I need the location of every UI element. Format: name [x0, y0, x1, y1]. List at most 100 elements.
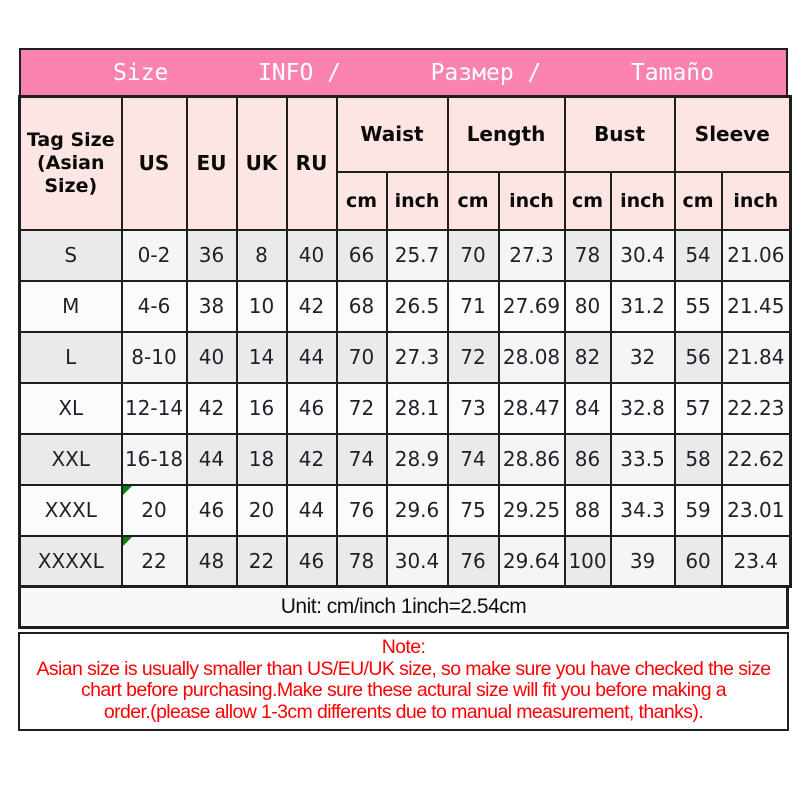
table-cell: 84 [563, 381, 612, 435]
row-size-label: S [18, 228, 123, 282]
table-cell: 8 [235, 228, 288, 282]
title-size: Size [113, 59, 169, 86]
table-cell: 100 [563, 534, 612, 588]
table-cell: 76 [335, 483, 388, 537]
table-cell: 21.45 [720, 279, 792, 333]
note-body: Asian size is usually smaller than US/EU… [36, 657, 771, 723]
table-cell: 70 [335, 330, 388, 384]
table-row: M 4-6 38 10 42 68 26.5 71 27.69 80 31.2 55 21.45 [18, 279, 792, 333]
table-cell: 70 [446, 228, 500, 282]
table-cell: 46 [285, 381, 338, 435]
column-header-waist: Waist [335, 95, 449, 173]
size-chart: Size INFO / Размер / Tamaño Tag Size (As… [18, 48, 793, 731]
table-cell: 46 [285, 534, 338, 588]
column-header-length-inch: inch [497, 170, 566, 231]
title-tamano: Tamaño [630, 59, 714, 86]
column-header-waist-inch: inch [385, 170, 449, 231]
table-cell: 26.5 [385, 279, 449, 333]
row-size-label: XL [18, 381, 123, 435]
table-cell: 18 [235, 432, 288, 486]
table-cell: 27.69 [497, 279, 566, 333]
table-cell: 36 [185, 228, 238, 282]
title-info: INFO / [257, 59, 342, 86]
table-cell: 29.25 [497, 483, 566, 537]
table-cell: 76 [446, 534, 500, 588]
table-cell: 22.23 [720, 381, 792, 435]
table-cell: 32 [609, 330, 676, 384]
table-cell: 55 [673, 279, 723, 333]
column-header-sleeve-inch: inch [720, 170, 792, 231]
table-cell: 28.9 [385, 432, 449, 486]
table-cell: 16 [235, 381, 288, 435]
table-cell: 73 [446, 381, 500, 435]
table-cell: 25.7 [385, 228, 449, 282]
row-size-label: XXXXL [18, 534, 123, 588]
table-cell: 27.3 [385, 330, 449, 384]
table-cell: 48 [185, 534, 238, 588]
table-cell: 58 [673, 432, 723, 486]
note-box: Note: Asian size is usually smaller than… [18, 632, 789, 731]
row-size-label: XXL [18, 432, 123, 486]
table-cell: 33.5 [609, 432, 676, 486]
table-cell: 40 [185, 330, 238, 384]
table-cell: 88 [563, 483, 612, 537]
title-razmer: Размер / [430, 59, 542, 86]
column-header-length-cm: cm [446, 170, 500, 231]
table-cell: 32.8 [609, 381, 676, 435]
row-size-label: M [18, 279, 123, 333]
table-cell: 57 [673, 381, 723, 435]
column-header-waist-cm: cm [335, 170, 388, 231]
table-cell: 42 [285, 432, 338, 486]
table-cell: 72 [446, 330, 500, 384]
table-cell: 30.4 [609, 228, 676, 282]
table-cell: 82 [563, 330, 612, 384]
row-size-label: XXXL [18, 483, 123, 537]
table-cell: 66 [335, 228, 388, 282]
table-cell: 31.2 [609, 279, 676, 333]
column-header-ru: RU [285, 95, 338, 231]
column-header-bust-cm: cm [563, 170, 612, 231]
column-header-bust-inch: inch [609, 170, 676, 231]
table-cell: 23.4 [720, 534, 792, 588]
size-table-body: S 0-2 36 8 40 66 25.7 70 27.3 78 30.4 54 21.06 M 4-6 38… [18, 228, 792, 588]
table-cell: 78 [563, 228, 612, 282]
table-cell: 20 [120, 483, 188, 537]
column-header-uk: UK [235, 95, 288, 231]
table-cell: 21.84 [720, 330, 792, 384]
table-cell: 44 [285, 483, 338, 537]
cell-flag-triangle-icon [123, 537, 132, 546]
table-cell: 42 [285, 279, 338, 333]
table-cell: 71 [446, 279, 500, 333]
table-cell: 78 [335, 534, 388, 588]
table-cell: 75 [446, 483, 500, 537]
table-cell: 30.4 [385, 534, 449, 588]
table-cell: 34.3 [609, 483, 676, 537]
table-row: S 0-2 36 8 40 66 25.7 70 27.3 78 30.4 54 21.06 [18, 228, 792, 282]
table-cell: 56 [673, 330, 723, 384]
table-cell: 80 [563, 279, 612, 333]
table-cell: 28.1 [385, 381, 449, 435]
table-row: XXXXL 22 48 22 46 78 30.4 76 29.64 100 39 60 23.4 [18, 534, 792, 588]
chart-title-bar: Size INFO / Размер / Tamaño [19, 48, 788, 95]
column-header-length: Length [446, 95, 566, 173]
table-cell: 23.01 [720, 483, 792, 537]
table-cell: 22 [235, 534, 288, 588]
column-header-us: US [120, 95, 188, 231]
column-header-tag-size: Tag Size (Asian Size) [18, 95, 123, 231]
table-cell: 28.08 [497, 330, 566, 384]
table-cell: 42 [185, 381, 238, 435]
table-cell: 14 [235, 330, 288, 384]
table-cell: 4-6 [120, 279, 188, 333]
table-cell: 28.47 [497, 381, 566, 435]
table-row: XXXL 20 46 20 44 76 29.6 75 29.25 88 34.3 59 23.01 [18, 483, 792, 537]
table-cell: 74 [446, 432, 500, 486]
column-header-sleeve: Sleeve [673, 95, 792, 173]
column-header-bust: Bust [563, 95, 676, 173]
table-cell: 44 [285, 330, 338, 384]
table-row: XL 12-14 42 16 46 72 28.1 73 28.47 84 32.8 57 22.23 [18, 381, 792, 435]
table-cell: 74 [335, 432, 388, 486]
table-cell: 21.06 [720, 228, 792, 282]
table-cell: 54 [673, 228, 723, 282]
table-cell: 22 [120, 534, 188, 588]
table-cell: 60 [673, 534, 723, 588]
